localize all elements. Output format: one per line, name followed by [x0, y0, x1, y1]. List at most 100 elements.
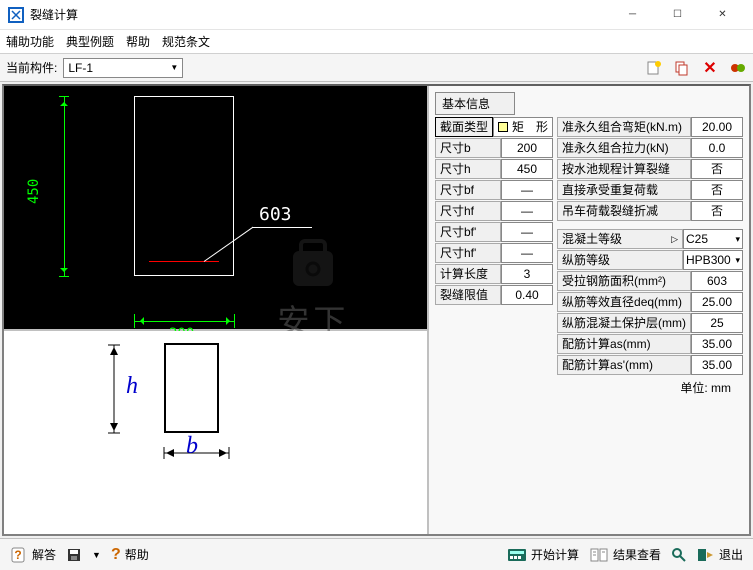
prop-value[interactable]: — — [501, 201, 553, 221]
prop-label: 受拉钢筋面积(mm²) — [557, 271, 691, 291]
prop-value[interactable]: 否 — [691, 201, 743, 221]
prop-value[interactable]: 450 — [501, 159, 553, 179]
props-right-column: 准永久组合弯矩(kN.m)20.00准永久组合拉力(kN)0.0按水池规程计算裂… — [557, 117, 743, 375]
prop-value[interactable]: 0.0 — [691, 138, 743, 158]
prop-value[interactable]: 25 — [691, 313, 743, 333]
properties-panel: 基本信息 截面类型矩 形尺寸b200尺寸h450尺寸bf—尺寸hf—尺寸bf'—… — [429, 86, 749, 534]
prop-label: 吊车荷载裂缝折减 — [557, 201, 691, 221]
schematic-rect — [164, 343, 219, 433]
menu-help[interactable]: 帮助 — [126, 33, 150, 50]
prop-value[interactable]: 0.40 — [501, 285, 553, 305]
results-button[interactable]: 结果查看 — [589, 546, 661, 563]
exit-button[interactable]: 退出 — [697, 546, 743, 563]
prop-label: 裂缝限值 — [435, 285, 501, 305]
left-panel: 450 603 200 安下 anxz.com — [4, 86, 429, 534]
prop-value[interactable]: — — [501, 243, 553, 263]
prop-row: 尺寸h450 — [435, 159, 553, 179]
menubar: 辅助功能 典型例题 帮助 规范条文 — [0, 30, 753, 54]
close-button[interactable]: ✕ — [700, 0, 745, 30]
menu-spec[interactable]: 规范条文 — [162, 33, 210, 50]
prop-label: 纵筋等效直径deq(mm) — [557, 292, 691, 312]
prop-label: 纵筋等级 — [557, 250, 683, 270]
prop-value[interactable]: 25.00 — [691, 292, 743, 312]
prop-label: 尺寸hf' — [435, 243, 501, 263]
prop-value[interactable]: 35.00 — [691, 334, 743, 354]
schematic-b-label: b — [186, 433, 198, 460]
prop-value[interactable]: 200 — [501, 138, 553, 158]
copy-icon[interactable] — [673, 59, 691, 77]
prop-label: 准永久组合弯矩(kN.m) — [557, 117, 691, 137]
minimize-button[interactable]: ─ — [610, 0, 655, 30]
prop-label: 准永久组合拉力(kN) — [557, 138, 691, 158]
prop-value[interactable]: 603 — [691, 271, 743, 291]
prop-label: 尺寸bf' — [435, 222, 501, 242]
prop-value[interactable]: 35.00 — [691, 355, 743, 375]
statusbar: ? 解答 ▼ ? 帮助 开始计算 结果查看 退出 — [0, 538, 753, 570]
prop-value[interactable]: C25▾ — [683, 229, 743, 249]
menu-aux[interactable]: 辅助功能 — [6, 33, 54, 50]
prop-label: 尺寸bf — [435, 180, 501, 200]
content-area: 450 603 200 安下 anxz.com — [2, 84, 751, 536]
schematic-panel: h b — [4, 331, 427, 534]
prop-row: 准永久组合拉力(kN)0.0 — [557, 138, 743, 158]
dim-height: 450 — [26, 179, 42, 204]
prop-label: 配筋计算as(mm) — [557, 334, 691, 354]
prop-row: 尺寸bf'— — [435, 222, 553, 242]
window-title: 裂缝计算 — [30, 6, 610, 23]
schematic-h-label: h — [126, 373, 138, 400]
prop-value[interactable]: 3 — [501, 264, 553, 284]
prop-row: 计算长度3 — [435, 264, 553, 284]
prop-label: 纵筋混凝土保护层(mm) — [557, 313, 691, 333]
chevron-down-small[interactable]: ▼ — [92, 550, 101, 560]
calculate-button[interactable]: 开始计算 — [507, 546, 579, 563]
prop-label: 尺寸h — [435, 159, 501, 179]
prop-row: 吊车荷载裂缝折减否 — [557, 201, 743, 221]
new-icon[interactable] — [645, 59, 663, 77]
help-button[interactable]: ? 帮助 — [111, 546, 149, 564]
maximize-button[interactable]: ☐ — [655, 0, 700, 30]
prop-value[interactable]: 矩 形 — [493, 117, 553, 137]
prop-value[interactable]: 否 — [691, 180, 743, 200]
solve-button[interactable]: ? 解答 — [10, 546, 56, 564]
prop-row: 纵筋混凝土保护层(mm)25 — [557, 313, 743, 333]
chevron-down-icon: ▼ — [170, 63, 178, 72]
prop-row: 混凝土等级▷C25▾ — [557, 229, 743, 249]
prop-row: 按水池规程计算裂缝否 — [557, 159, 743, 179]
menu-examples[interactable]: 典型例题 — [66, 33, 114, 50]
save-icon[interactable] — [66, 547, 82, 563]
prop-row: 尺寸bf— — [435, 180, 553, 200]
prop-row: 截面类型矩 形 — [435, 117, 553, 137]
prop-row: 纵筋等级HPB300▾ — [557, 250, 743, 270]
area-label: 603 — [259, 204, 292, 225]
prop-value[interactable]: — — [501, 222, 553, 242]
prop-row: 裂缝限值0.40 — [435, 285, 553, 305]
prop-value[interactable]: 20.00 — [691, 117, 743, 137]
view-icon[interactable] — [671, 547, 687, 563]
prop-label: 尺寸hf — [435, 201, 501, 221]
prop-row: 尺寸hf'— — [435, 243, 553, 263]
prop-label: 配筋计算as'(mm) — [557, 355, 691, 375]
prop-value[interactable]: — — [501, 180, 553, 200]
props-left-column: 截面类型矩 形尺寸b200尺寸h450尺寸bf—尺寸hf—尺寸bf'—尺寸hf'… — [435, 117, 553, 375]
prop-label: 截面类型 — [435, 117, 493, 137]
rebar-line — [149, 261, 219, 262]
prop-label: 直接承受重复荷载 — [557, 180, 691, 200]
prop-row: 尺寸b200 — [435, 138, 553, 158]
prop-value[interactable]: 否 — [691, 159, 743, 179]
app-icon — [8, 7, 24, 23]
titlebar: 裂缝计算 ─ ☐ ✕ — [0, 0, 753, 30]
prop-row: 配筋计算as'(mm)35.00 — [557, 355, 743, 375]
prop-row: 纵筋等效直径deq(mm)25.00 — [557, 292, 743, 312]
prop-label: 计算长度 — [435, 264, 501, 284]
delete-icon[interactable]: ✕ — [701, 59, 719, 77]
member-combo[interactable]: LF-1 ▼ — [63, 58, 183, 78]
prop-label: 按水池规程计算裂缝 — [557, 159, 691, 179]
basic-info-title: 基本信息 — [435, 92, 515, 115]
prop-row: 配筋计算as(mm)35.00 — [557, 334, 743, 354]
prop-row: 受拉钢筋面积(mm²)603 — [557, 271, 743, 291]
current-member-label: 当前构件: — [6, 59, 57, 76]
settings-icon[interactable] — [729, 59, 747, 77]
unit-row: 单位: mm — [435, 375, 743, 400]
section-canvas: 450 603 200 安下 anxz.com — [4, 86, 427, 331]
prop-value[interactable]: HPB300▾ — [683, 250, 743, 270]
